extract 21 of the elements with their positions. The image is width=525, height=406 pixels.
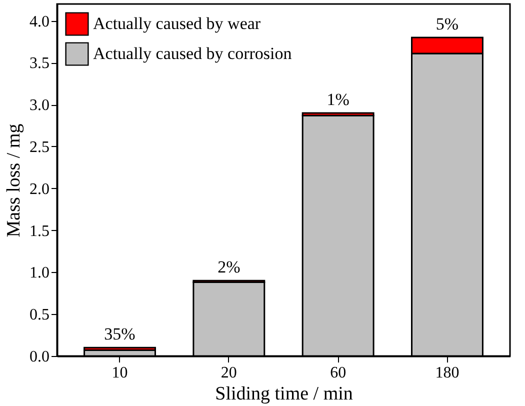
annotation: 2% <box>218 258 240 277</box>
x-tick-label: 180 <box>435 364 460 382</box>
y-tick-label: 3.5 <box>30 55 50 72</box>
y-axis-title: Mass loss / mg <box>4 123 24 238</box>
annotation: 35% <box>104 324 136 344</box>
x-axis-title: Sliding time / min <box>215 384 354 404</box>
y-tick-label: 2.5 <box>30 138 50 156</box>
x-tick-label: 20 <box>220 364 237 382</box>
y-tick-label: 3.0 <box>30 97 50 114</box>
y-tick-label: 0.0 <box>30 348 50 366</box>
annotation: 5% <box>436 14 459 34</box>
annotation: 1% <box>326 90 350 109</box>
x-tick-label: 10 <box>112 364 128 382</box>
legend-label: Actually caused by wear <box>93 14 261 33</box>
y-tick-label: 0.5 <box>30 306 50 324</box>
y-tick-label: 4.0 <box>30 13 50 30</box>
x-tick-label: 60 <box>330 364 346 382</box>
legend-label: Actually caused by corrosion <box>93 44 292 63</box>
y-tick-label: 2.0 <box>30 180 50 198</box>
y-tick-label: 1.0 <box>30 264 50 282</box>
y-tick-label: 1.5 <box>30 222 50 240</box>
